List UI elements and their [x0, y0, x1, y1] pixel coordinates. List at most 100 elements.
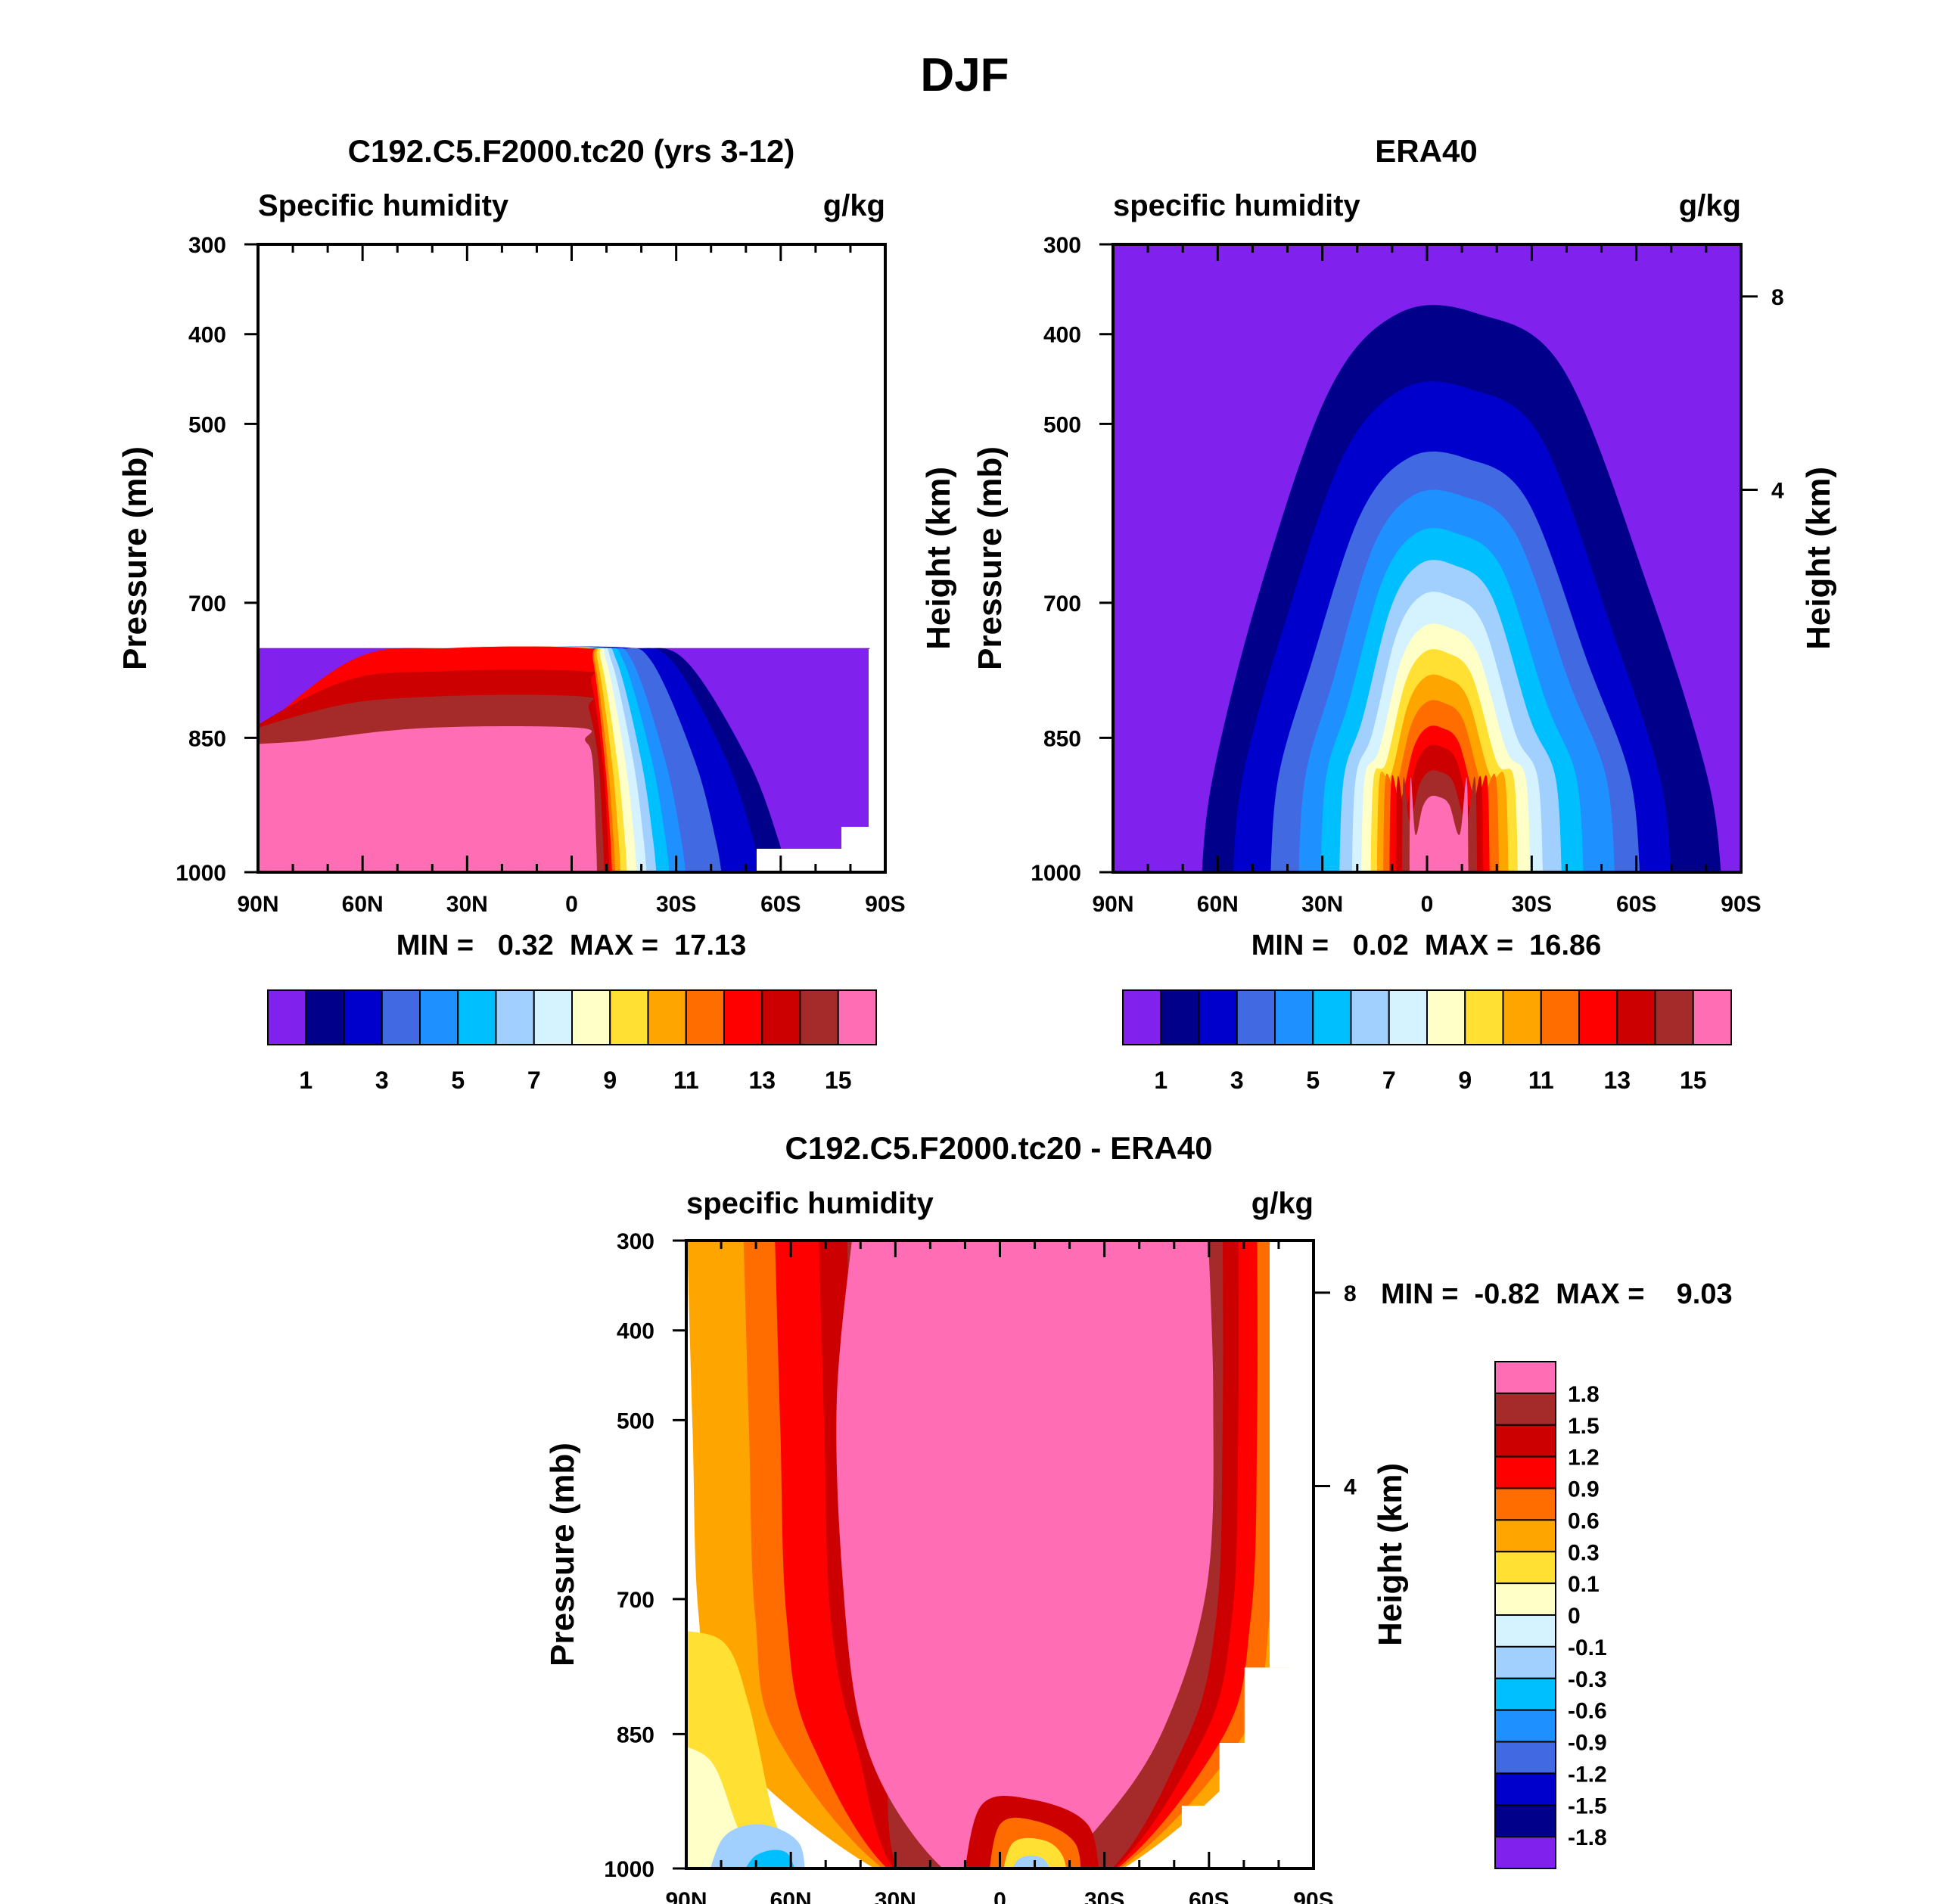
panel-diff-ticks: 90N 60N 30N 0 30S 60S 90S 300 400 500 700 850 1000 8 4 [604, 1229, 1357, 1904]
panel-model-level-16 [258, 726, 598, 872]
x-tick-label: 90N [1092, 892, 1133, 917]
panel-diff-units: g/kg [1251, 1187, 1314, 1220]
panel-model-left-label: Specific humidity [258, 189, 509, 222]
colorbar-box [1236, 989, 1276, 1045]
colorbar-box [1122, 989, 1162, 1045]
figure-title: DJF [920, 49, 1009, 101]
colorbar-box [1274, 989, 1314, 1045]
panel-diff: C192.C5.F2000.tc20 - ERA40 specific humi… [544, 1130, 1733, 1904]
panel-diff-left-label: specific humidity [686, 1187, 934, 1220]
y-tick-label: 1000 [1031, 861, 1081, 886]
colorbar-box [1540, 989, 1580, 1045]
colorbar-box [381, 989, 421, 1045]
x-tick-label: 0 [1421, 892, 1434, 917]
colorbar-label: -0.1 [1568, 1635, 1607, 1660]
panel-obs-level-16 [1409, 777, 1469, 872]
colorbar-label: 11 [1528, 1067, 1554, 1094]
colorbar-box [1388, 989, 1428, 1045]
y-tick-label: 850 [617, 1722, 654, 1747]
panel-obs-left-label: specific humidity [1113, 189, 1360, 222]
colorbar-label: -0.9 [1568, 1731, 1607, 1756]
colorbar-label: -1.2 [1568, 1762, 1607, 1787]
panel-model-ylabel: Pressure (mb) [117, 446, 154, 670]
right-tick-label: 4 [1344, 1475, 1357, 1500]
colorbar-label: 0.6 [1568, 1508, 1600, 1533]
colorbar-box [1616, 989, 1656, 1045]
colorbar-label: 1.5 [1568, 1414, 1600, 1439]
colorbar-box [495, 989, 535, 1045]
panel-diff-colorbar: 1.8 1.5 1.2 0.9 0.6 0.3 0.1 0 -0.1 -0.3 -0.6 -0.9 -1… [1494, 1361, 1607, 1869]
panel-model-plot [258, 244, 885, 872]
y-tick-label: 1000 [604, 1857, 654, 1882]
panel-obs-height-label-left: Height (km) [920, 467, 957, 650]
panel-obs-plot [1113, 244, 1741, 872]
colorbar-box [685, 989, 725, 1045]
panel-model-contours [258, 646, 870, 872]
panel-diff-low-left-4 [745, 1850, 794, 1868]
colorbar-label: 0.9 [1568, 1477, 1600, 1502]
panel-model-missing-data-edge-2 [869, 649, 885, 872]
colorbar-box [1494, 1551, 1556, 1585]
colorbar-box [571, 989, 611, 1045]
y-tick-label: 700 [1043, 592, 1081, 617]
x-tick-label: 90S [1293, 1888, 1333, 1904]
colorbar-box [419, 989, 459, 1045]
x-tick-label: 0 [565, 892, 578, 917]
panel-model-title: C192.C5.F2000.tc20 (yrs 3-12) [348, 133, 795, 169]
x-tick-label: 30N [446, 892, 488, 917]
y-tick-label: 500 [188, 412, 226, 437]
colorbar-box [1350, 989, 1390, 1045]
y-tick-label: 500 [617, 1409, 654, 1433]
colorbar-box [1494, 1455, 1556, 1489]
colorbar-label: -0.6 [1568, 1699, 1607, 1724]
y-tick-label: 400 [1043, 323, 1081, 348]
panel-obs-ylabel: Pressure (mb) [972, 446, 1009, 670]
colorbar-box [609, 989, 649, 1045]
y-tick-label: 400 [188, 323, 226, 348]
panel-model-colorbar: 1 3 5 7 9 11 13 15 [267, 989, 877, 1094]
panel-model-ticks: 90N 60N 30N 0 30S 60S 90S 300 400 500 700 850 1000 [176, 233, 905, 917]
x-tick-label: 90S [1721, 892, 1761, 917]
panel-model: C192.C5.F2000.tc20 (yrs 3-12) Specific h… [117, 133, 906, 961]
colorbar-box [1494, 1804, 1556, 1838]
colorbar-box [1426, 989, 1466, 1045]
colorbar-box [457, 989, 497, 1045]
colorbar-box [1654, 989, 1694, 1045]
colorbar-box [1494, 1392, 1556, 1426]
x-tick-label: 60N [1197, 892, 1239, 917]
panel-diff-right-ylabel: Height (km) [1372, 1463, 1409, 1646]
y-tick-label: 850 [188, 726, 226, 751]
colorbar-label: 3 [375, 1067, 389, 1094]
panel-obs-title: ERA40 [1375, 133, 1477, 169]
x-tick-label: 60N [770, 1888, 812, 1904]
colorbar-box [267, 989, 307, 1045]
colorbar-label: 7 [1382, 1067, 1396, 1094]
colorbar-box [647, 989, 687, 1045]
x-tick-label: 30S [1084, 1888, 1124, 1904]
panel-diff-missing-top [1270, 1241, 1314, 1668]
colorbar-box [1494, 1614, 1556, 1648]
y-tick-label: 400 [617, 1319, 654, 1344]
x-tick-label: 30N [1301, 892, 1343, 917]
colorbar-label: 5 [451, 1067, 465, 1094]
x-tick-label: 60N [342, 892, 384, 917]
colorbar-box [305, 989, 345, 1045]
right-tick-label: 8 [1344, 1281, 1357, 1306]
colorbar-label: 13 [1603, 1067, 1631, 1094]
colorbar-label: 0.1 [1568, 1572, 1600, 1597]
colorbar-box [723, 989, 763, 1045]
panel-obs-contours [1202, 305, 1721, 872]
x-tick-label: 90N [237, 892, 278, 917]
colorbar-box [533, 989, 573, 1045]
panel-obs-colorbar: 1 3 5 7 9 11 13 15 [1122, 989, 1732, 1094]
colorbar-label: 0 [1568, 1604, 1581, 1629]
x-tick-label: 60S [1616, 892, 1656, 917]
x-tick-label: 90N [665, 1888, 707, 1904]
y-tick-label: 1000 [176, 861, 226, 886]
y-tick-label: 850 [1043, 726, 1081, 751]
colorbar-box [1494, 1772, 1556, 1806]
colorbar-box [1494, 1487, 1556, 1521]
colorbar-label: 1 [299, 1067, 312, 1094]
colorbar-box [1494, 1424, 1556, 1458]
colorbar-box [1494, 1361, 1556, 1394]
